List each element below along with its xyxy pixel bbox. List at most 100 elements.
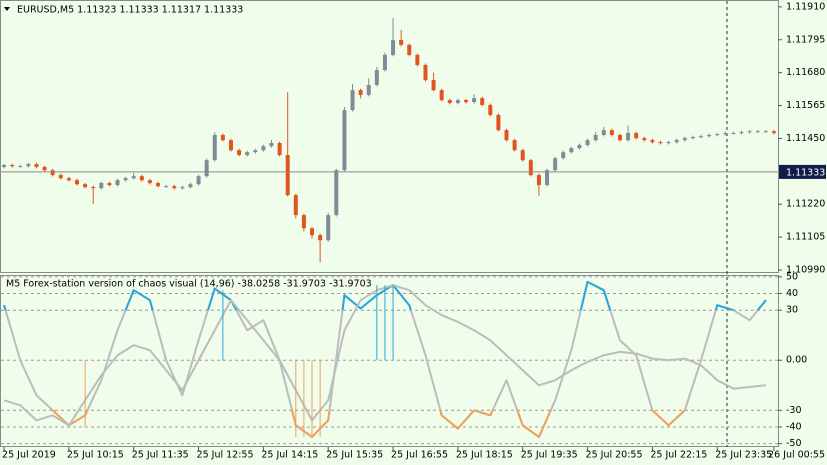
candle-body xyxy=(617,134,622,141)
y-tick-label: 0.00 xyxy=(786,355,807,366)
candle-body xyxy=(237,150,242,156)
candle-body xyxy=(342,110,347,171)
candle-body xyxy=(245,152,250,156)
candle-body xyxy=(585,140,590,146)
candle-body xyxy=(399,40,404,45)
x-tick-label: 25 Jul 16:55 xyxy=(391,450,448,461)
candle-body xyxy=(472,98,477,103)
candle-body xyxy=(196,176,201,185)
candle-body xyxy=(366,84,371,95)
candle-body xyxy=(212,134,217,161)
candle-body xyxy=(253,150,258,153)
candle-body xyxy=(180,187,185,189)
candle-body xyxy=(172,186,177,189)
y-tick-label: 1.11680 xyxy=(786,67,825,78)
candle-body xyxy=(228,140,233,151)
x-tick-label: 25 Jul 19:35 xyxy=(521,450,578,461)
candle-body xyxy=(139,176,144,181)
candle-body xyxy=(18,166,23,168)
candle-body xyxy=(463,100,468,103)
candle-body xyxy=(91,187,96,189)
y-tick-label: -30 xyxy=(786,405,802,416)
candle-body xyxy=(569,148,574,153)
candle-body xyxy=(164,186,169,188)
candle-body xyxy=(310,228,315,236)
y-tick-label: 1.11450 xyxy=(786,133,825,144)
candle-body xyxy=(107,183,112,186)
candle-body xyxy=(415,54,420,65)
candle-body xyxy=(771,131,776,133)
candle-body xyxy=(115,180,120,186)
candle-body xyxy=(83,184,88,188)
candle-body xyxy=(131,176,136,179)
candle-body xyxy=(147,180,152,184)
candle-body xyxy=(707,134,712,137)
candle-body xyxy=(26,164,31,167)
candle-body xyxy=(739,132,744,134)
candle-body xyxy=(391,40,396,55)
candle-body xyxy=(642,138,647,141)
x-tick-label: 26 Jul 00:55 xyxy=(768,450,825,461)
candle-body xyxy=(382,54,387,71)
candle-body xyxy=(496,114,501,131)
last-price-box xyxy=(779,164,826,179)
candle-body xyxy=(626,132,631,141)
candle-body xyxy=(634,132,639,139)
candle-body xyxy=(66,178,71,181)
candle-body xyxy=(42,167,47,171)
candle-body xyxy=(601,130,606,135)
candle-body xyxy=(358,90,363,95)
candle-body xyxy=(447,100,452,103)
candle-body xyxy=(755,131,760,133)
candle-body xyxy=(374,70,379,85)
y-tick-label: 1.11220 xyxy=(786,199,825,210)
candle-body xyxy=(261,146,266,151)
x-tick-label: 25 Jul 11:35 xyxy=(132,450,189,461)
candle-body xyxy=(731,132,736,134)
indicator-title: M5 Forex-station version of chaos visual… xyxy=(6,279,372,290)
candle-body xyxy=(674,140,679,143)
candle-body xyxy=(699,136,704,138)
y-tick-label: 50 xyxy=(786,271,798,282)
y-tick-label: 1.11910 xyxy=(786,1,825,12)
last-price-label: 1.11333 xyxy=(786,167,825,178)
indicator-frame xyxy=(0,275,779,447)
candle-body xyxy=(423,64,428,81)
main-frame xyxy=(0,0,779,273)
candle-body xyxy=(10,165,15,167)
candle-body xyxy=(318,235,323,241)
candle-body xyxy=(682,138,687,141)
candle-body xyxy=(747,131,752,133)
chart-title: EURUSD,M5 1.11323 1.11333 1.11317 1.1133… xyxy=(17,5,243,16)
y-tick-label: 1.11565 xyxy=(786,100,825,111)
x-tick-label: 25 Jul 18:15 xyxy=(456,450,513,461)
candle-body xyxy=(326,215,331,241)
x-tick-label: 25 Jul 15:35 xyxy=(326,450,383,461)
candle-body xyxy=(2,165,7,168)
candle-body xyxy=(439,90,444,101)
candle-body xyxy=(123,178,128,181)
candle-body xyxy=(480,98,485,105)
x-tick-label: 25 Jul 23:35 xyxy=(715,450,772,461)
x-tick-label: 25 Jul 10:15 xyxy=(67,450,124,461)
candle-body xyxy=(715,134,720,136)
y-tick-label: 1.11105 xyxy=(786,232,825,243)
x-tick-label: 25 Jul 14:15 xyxy=(261,450,318,461)
candle-body xyxy=(545,170,550,186)
candle-body xyxy=(74,180,79,185)
candle-body xyxy=(488,104,493,115)
candle-body xyxy=(520,150,525,161)
candle-body xyxy=(407,44,412,55)
y-tick-label: -40 xyxy=(786,421,802,432)
y-tick-label: 1.10990 xyxy=(786,264,825,275)
candle-body xyxy=(431,80,436,91)
candle-body xyxy=(293,195,298,216)
candle-body xyxy=(512,140,517,151)
x-tick-label: 25 Jul 12:55 xyxy=(197,450,254,461)
candle-body xyxy=(609,130,614,135)
y-tick-label: 30 xyxy=(786,305,798,316)
candle-body xyxy=(528,160,533,176)
y-tick-label: 1.11795 xyxy=(786,34,825,45)
y-tick-label: 40 xyxy=(786,288,798,299)
